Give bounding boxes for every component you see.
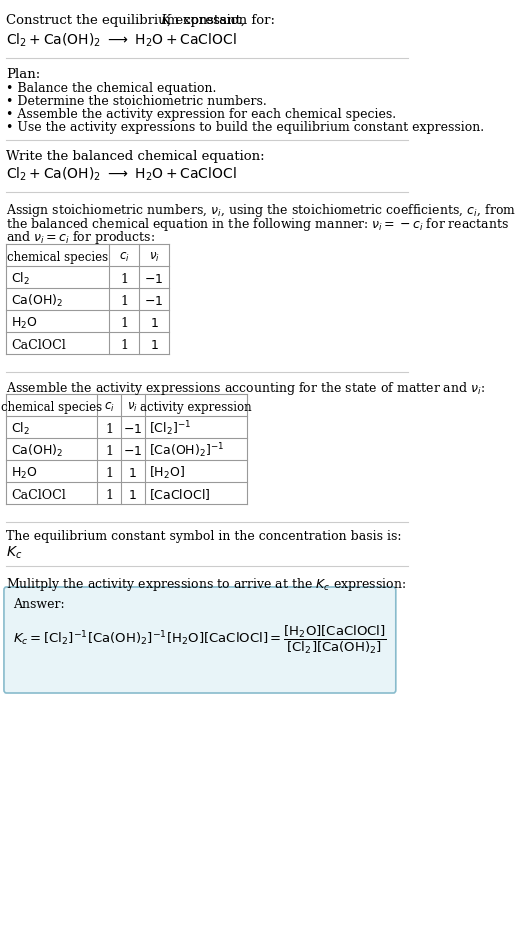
Text: K: K bbox=[160, 14, 170, 27]
Text: activity expression: activity expression bbox=[140, 400, 252, 414]
Text: $\mathrm{Ca(OH)_2}$: $\mathrm{Ca(OH)_2}$ bbox=[11, 293, 63, 309]
Text: the balanced chemical equation in the following manner: $\nu_i = -c_i$ for react: the balanced chemical equation in the fo… bbox=[6, 215, 509, 233]
Text: • Assemble the activity expression for each chemical species.: • Assemble the activity expression for e… bbox=[6, 108, 397, 121]
Text: $\mathrm{Cl_2}$: $\mathrm{Cl_2}$ bbox=[11, 271, 30, 287]
Text: 1: 1 bbox=[105, 489, 113, 501]
Text: 1: 1 bbox=[105, 422, 113, 436]
Text: $-1$: $-1$ bbox=[145, 272, 163, 286]
Text: 1: 1 bbox=[120, 317, 128, 329]
Text: $\mathrm{Cl_2 + Ca(OH)_2 \ \longrightarrow \ H_2O + CaClOCl}$: $\mathrm{Cl_2 + Ca(OH)_2 \ \longrightarr… bbox=[6, 166, 237, 183]
Text: $c_i$: $c_i$ bbox=[104, 400, 114, 414]
Text: Assemble the activity expressions accounting for the state of matter and $\nu_i$: Assemble the activity expressions accoun… bbox=[6, 380, 485, 397]
Text: $\mathrm{Ca(OH)_2}$: $\mathrm{Ca(OH)_2}$ bbox=[11, 443, 63, 459]
Text: 1: 1 bbox=[120, 339, 128, 351]
Text: $\mathrm{H_2O}$: $\mathrm{H_2O}$ bbox=[11, 465, 38, 480]
Text: The equilibrium constant symbol in the concentration basis is:: The equilibrium constant symbol in the c… bbox=[6, 530, 402, 543]
Text: $[\mathrm{CaClOCl}]$: $[\mathrm{CaClOCl}]$ bbox=[149, 488, 211, 502]
Text: • Balance the chemical equation.: • Balance the chemical equation. bbox=[6, 82, 217, 95]
Text: $1$: $1$ bbox=[128, 467, 137, 479]
Text: $\nu_i$: $\nu_i$ bbox=[127, 400, 138, 414]
Text: $[\mathrm{H_2O}]$: $[\mathrm{H_2O}]$ bbox=[149, 465, 185, 481]
Text: CaClOCl: CaClOCl bbox=[11, 339, 66, 351]
Text: CaClOCl: CaClOCl bbox=[11, 489, 66, 501]
Text: Plan:: Plan: bbox=[6, 68, 40, 81]
Text: $-1$: $-1$ bbox=[145, 294, 163, 307]
Text: $K_c = [\mathrm{Cl_2}]^{-1}[\mathrm{Ca(OH)_2}]^{-1}[\mathrm{H_2O}][\mathrm{CaClO: $K_c = [\mathrm{Cl_2}]^{-1}[\mathrm{Ca(O… bbox=[13, 623, 387, 656]
Text: $[\mathrm{Ca(OH)_2}]^{-1}$: $[\mathrm{Ca(OH)_2}]^{-1}$ bbox=[149, 441, 225, 460]
Text: $c_i$: $c_i$ bbox=[118, 251, 129, 264]
Text: Answer:: Answer: bbox=[13, 598, 64, 611]
Text: and $\nu_i = c_i$ for products:: and $\nu_i = c_i$ for products: bbox=[6, 229, 156, 246]
Text: $1$: $1$ bbox=[150, 317, 158, 329]
Text: $\mathrm{Cl_2 + Ca(OH)_2 \ \longrightarrow \ H_2O + CaClOCl}$: $\mathrm{Cl_2 + Ca(OH)_2 \ \longrightarr… bbox=[6, 32, 237, 49]
Text: Write the balanced chemical equation:: Write the balanced chemical equation: bbox=[6, 150, 265, 163]
Text: chemical species: chemical species bbox=[1, 400, 102, 414]
Text: $1$: $1$ bbox=[150, 339, 158, 351]
Text: , expression for:: , expression for: bbox=[167, 14, 275, 27]
Text: Mulitply the activity expressions to arrive at the $K_c$ expression:: Mulitply the activity expressions to arr… bbox=[6, 576, 407, 593]
Text: $-1$: $-1$ bbox=[123, 444, 143, 457]
Text: chemical species: chemical species bbox=[7, 251, 108, 264]
Text: 1: 1 bbox=[120, 272, 128, 286]
Text: $\mathrm{Cl_2}$: $\mathrm{Cl_2}$ bbox=[11, 421, 30, 437]
Text: 1: 1 bbox=[105, 444, 113, 457]
Text: • Use the activity expressions to build the equilibrium constant expression.: • Use the activity expressions to build … bbox=[6, 121, 485, 134]
Text: $\mathrm{H_2O}$: $\mathrm{H_2O}$ bbox=[11, 315, 38, 330]
Text: 1: 1 bbox=[120, 294, 128, 307]
Text: $-1$: $-1$ bbox=[123, 422, 143, 436]
Text: $[\mathrm{Cl_2}]^{-1}$: $[\mathrm{Cl_2}]^{-1}$ bbox=[149, 419, 191, 438]
Text: $\nu_i$: $\nu_i$ bbox=[149, 251, 159, 264]
Text: • Determine the stoichiometric numbers.: • Determine the stoichiometric numbers. bbox=[6, 95, 267, 108]
Text: Construct the equilibrium constant,: Construct the equilibrium constant, bbox=[6, 14, 249, 27]
Text: Assign stoichiometric numbers, $\nu_i$, using the stoichiometric coefficients, $: Assign stoichiometric numbers, $\nu_i$, … bbox=[6, 202, 516, 219]
FancyBboxPatch shape bbox=[4, 587, 396, 693]
Text: $K_c$: $K_c$ bbox=[6, 545, 23, 562]
Text: $1$: $1$ bbox=[128, 489, 137, 501]
Text: 1: 1 bbox=[105, 467, 113, 479]
